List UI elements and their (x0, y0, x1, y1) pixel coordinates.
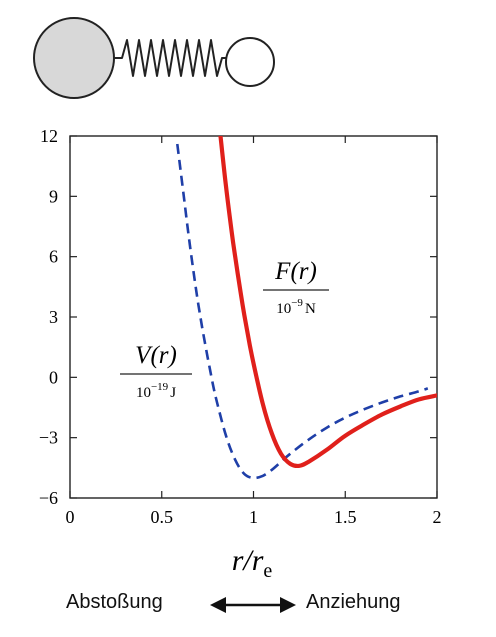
series-line-v (176, 143, 429, 480)
x-tick-label: 1.5 (334, 507, 357, 527)
large-atom (33, 17, 115, 99)
y-tick-label: 6 (49, 247, 58, 267)
series-line-f (218, 136, 437, 469)
x-tick-label: 1 (249, 507, 258, 527)
repulsion-label: Abstoßung (66, 591, 163, 613)
two-atom-spring-icon (33, 17, 275, 99)
axis-ticks (69, 135, 438, 499)
plot-frame (69, 135, 438, 499)
double-arrow-icon (210, 597, 296, 613)
series-label-f: F(r) 10−9 N (263, 258, 329, 317)
series-name-f: F(r) (274, 258, 317, 285)
y-tick-label: −6 (39, 488, 58, 508)
series-label-v: V(r) 10−19 J (120, 342, 192, 401)
series-name-v: V(r) (135, 342, 177, 369)
series-unit-v: 10−19 J (136, 381, 176, 401)
spring (114, 39, 232, 77)
y-tick-label: 9 (49, 186, 58, 206)
y-tick-label: 12 (40, 126, 58, 146)
axis-tick-labels: 0 0.5 1 1.5 2 −6 −3 0 3 6 9 12 (39, 126, 442, 527)
series-unit-f: 10−9 N (276, 297, 316, 317)
x-tick-label: 0.5 (151, 507, 174, 527)
small-atom (225, 37, 275, 87)
y-tick-label: −3 (39, 428, 58, 448)
attraction-label: Anziehung (306, 591, 401, 613)
x-tick-label: 0 (66, 507, 75, 527)
direction-caption: Abstoßung Anziehung (0, 583, 496, 627)
x-tick-label: 2 (433, 507, 442, 527)
y-tick-label: 3 (49, 307, 58, 327)
y-tick-label: 0 (49, 367, 58, 387)
x-axis-label: r/re (232, 544, 273, 582)
